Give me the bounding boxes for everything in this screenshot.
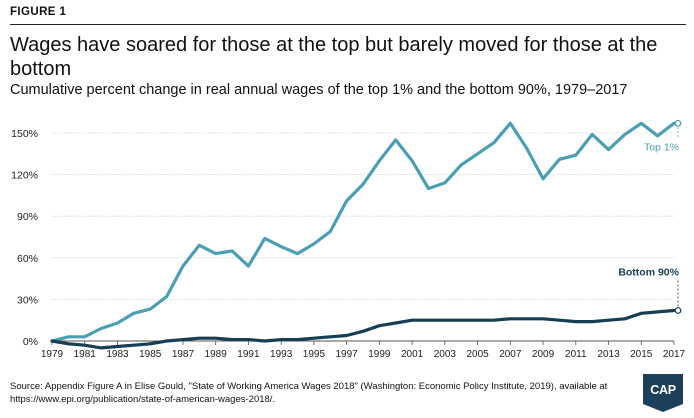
x-tick-label: 1979 [41, 349, 64, 360]
x-tick-label: 1997 [336, 349, 359, 360]
bottom-90-percent-label: Bottom 90% [618, 266, 679, 278]
top-1-percent-label: Top 1% [644, 141, 679, 153]
bottom-90-percent-line [50, 308, 676, 350]
y-tick-label: 90% [17, 211, 38, 223]
cap-logo-shape [643, 374, 683, 412]
y-tick-label: 30% [17, 294, 38, 306]
x-tick-label: 1985 [139, 349, 162, 360]
bottom-90-percent-end-marker [674, 307, 682, 314]
x-tick-label: 1999 [368, 349, 391, 360]
title-divider [10, 24, 686, 25]
x-tick-label: 1981 [74, 349, 97, 360]
x-tick-label: 2007 [499, 349, 522, 360]
cap-logo: CAP [643, 374, 683, 412]
x-tick-label: 1983 [106, 349, 129, 360]
chart-subtitle: Cumulative percent change in real annual… [10, 82, 628, 98]
x-tick-label: 2017 [663, 349, 686, 360]
x-tick-label: 1989 [205, 349, 228, 360]
source-note: Source: Appendix Figure A in Elise Gould… [10, 381, 608, 405]
x-tick-label: 2005 [466, 349, 489, 360]
cap-logo-badge [643, 374, 683, 412]
figure-label: FIGURE 1 [10, 6, 67, 18]
y-tick-label: 150% [11, 128, 38, 140]
x-tick-label: 2009 [532, 349, 555, 360]
x-tick-label: 2013 [597, 349, 620, 360]
x-tick-label: 1991 [237, 349, 260, 360]
cap-logo-text: CAP [650, 383, 676, 397]
x-tick-label: 1995 [303, 349, 326, 360]
y-tick-label: 0% [23, 336, 38, 348]
x-tick-label: 2011 [565, 349, 587, 360]
top-1-percent-line [50, 121, 676, 343]
line-chart: 0% 30% 60% 90% 120% 150% 1979 1981 1983 1985 1987 1… [11, 119, 686, 360]
x-tick-label: 1987 [172, 349, 195, 360]
y-tick-label: 120% [11, 170, 38, 182]
x-tick-label: 2015 [630, 349, 653, 360]
x-tick-label: 2001 [401, 349, 424, 360]
x-tick-label: 1993 [270, 349, 293, 360]
top-1-percent-end-marker [674, 119, 682, 127]
y-tick-label: 60% [17, 253, 38, 265]
chart-title: Wages have soared for those at the top b… [10, 34, 658, 80]
x-tick-label: 2003 [434, 349, 457, 360]
